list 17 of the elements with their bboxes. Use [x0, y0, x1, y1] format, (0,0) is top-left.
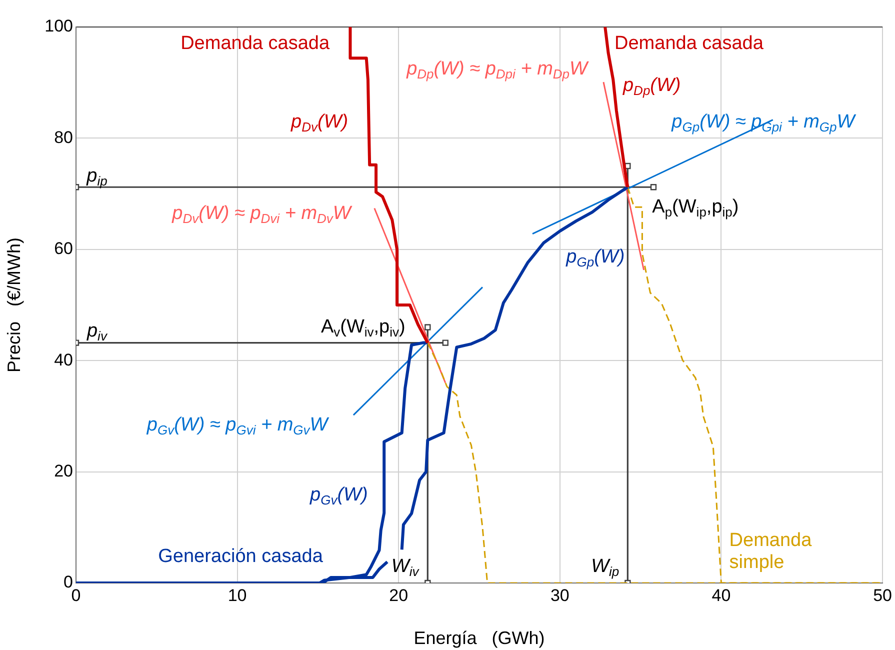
series-label: Demanda simple	[729, 530, 812, 574]
x-axis-title: Energía (GWh)	[414, 628, 545, 648]
x-tick-label: 10	[228, 586, 247, 605]
x-tick-label: 40	[712, 586, 731, 605]
x-tick-label: 20	[389, 586, 408, 605]
series-label: Generación casada	[158, 546, 324, 568]
series-label: Demanda casada	[180, 32, 330, 54]
y-tick-label: 60	[54, 239, 73, 258]
y-tick-label: 0	[64, 572, 73, 592]
x-tick-label: 30	[550, 586, 570, 605]
y-tick-label: 40	[54, 350, 73, 370]
y-tick-label: 20	[54, 461, 73, 480]
series-label: Demanda casada	[614, 32, 764, 54]
y-tick-label: 80	[54, 128, 73, 147]
y-tick-label: 100	[44, 16, 73, 36]
y-axis-title: Precio (€/MWh)	[4, 237, 24, 373]
x-tick-label: 50	[873, 586, 892, 605]
